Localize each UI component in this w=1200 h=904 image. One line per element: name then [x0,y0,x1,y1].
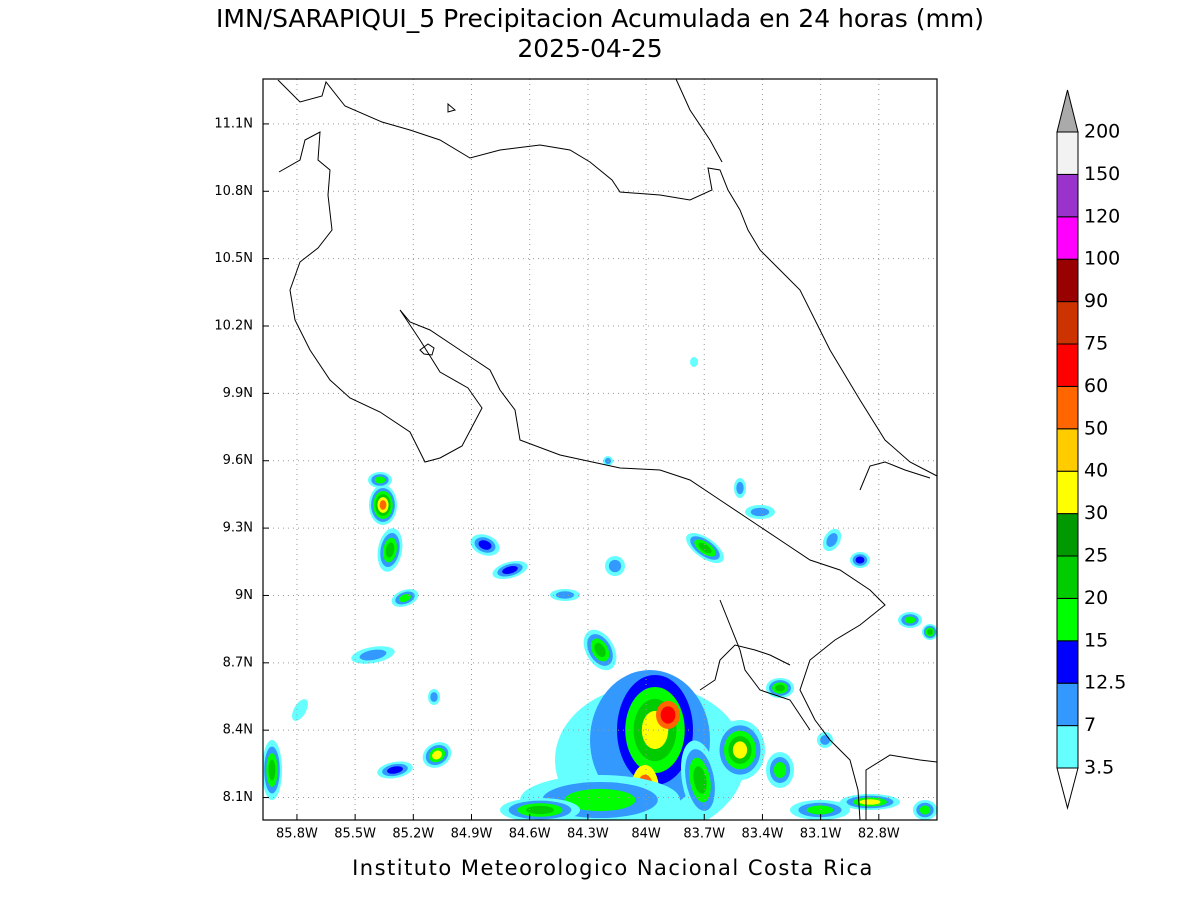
colorbar-box [1056,725,1079,769]
rain-area [690,357,698,367]
colorbar-box [1056,470,1079,515]
colorbar-box [1056,513,1079,557]
colorbar-box [1056,173,1079,218]
colorbar-label: 30 [1084,502,1108,524]
rain-area [820,735,830,745]
rain-area [385,542,395,558]
rain-area [268,759,276,781]
colorbar-box [1056,343,1079,387]
colorbar-box [1056,258,1079,303]
colorbar-box [1056,131,1079,175]
colorbar-label: 90 [1084,290,1108,312]
colorbar-label: 20 [1084,587,1108,609]
rain-area [826,533,838,547]
rain-area [660,706,676,724]
rain-area [750,507,770,517]
colorbar-under [1056,767,1079,810]
y-tick-label: 9.3N [223,521,253,536]
rain-area [430,692,438,702]
grid [263,79,937,820]
colorbar-label: 15 [1084,629,1108,651]
rain-area [555,591,575,599]
colorbar-over [1056,89,1079,133]
rain-area [502,565,518,575]
rain-area [927,629,933,635]
rain-area [693,766,707,794]
colorbar-box [1056,428,1079,472]
colorbar-box [1056,216,1079,260]
colorbar-label: 25 [1084,545,1108,567]
rain-area [379,500,387,510]
rain-area [732,741,748,759]
colorbar-label: 120 [1084,205,1120,227]
colorbar-label: 50 [1084,417,1108,439]
y-tick-label: 11.1N [214,116,253,131]
y-tick-label: 9.9N [223,386,253,401]
rain-area [608,559,622,573]
x-tick-label: 83.4W [742,827,784,842]
rain-area [432,750,442,760]
rain-area [359,649,387,661]
rain-area [806,805,834,815]
rain-area [387,766,403,774]
rain-area [904,616,916,624]
colorbar-label: 150 [1084,163,1120,185]
y-tick-label: 10.2N [214,319,253,334]
y-tick-label: 8.1N [223,790,253,805]
colorbar-label: 100 [1084,248,1120,270]
colorbar-box [1056,597,1079,642]
rain-area [374,476,386,484]
colorbar-label: 3.5 [1084,757,1114,779]
coastline [277,79,937,820]
colorbar-label: 75 [1084,333,1108,355]
colorbar-label: 200 [1084,121,1120,143]
y-tick-label: 9.6N [223,453,253,468]
colorbar-box [1056,385,1079,430]
colorbar: 3.5 7 12.5 15 20 25 30 40 50 60 75 90 100 120 150 200 [1056,89,1126,810]
rain-area [698,542,712,554]
axis-ticks: 85.8W 85.5W 85.2W 84.9W 84.6W 84.3W 84W 83.7W 83… [214,116,900,841]
x-tick-label: 84.3W [567,827,609,842]
x-tick-label: 85.8W [276,827,318,842]
x-tick-label: 83.1W [800,827,842,842]
colorbar-label: 60 [1084,375,1108,397]
x-tick-label: 83.7W [683,827,725,842]
footer: Instituto Meteorologico Nacional Costa R… [352,856,874,880]
precipitation-field [263,357,937,820]
rain-area [919,805,931,815]
rain-area [736,481,744,495]
colorbar-label: 40 [1084,460,1108,482]
y-tick-label: 8.7N [223,655,253,670]
x-tick-label: 84.6W [509,827,551,842]
x-tick-label: 85.5W [334,827,376,842]
rain-area [526,805,554,815]
y-tick-label: 10.8N [214,184,253,199]
x-tick-label: 84.9W [451,827,493,842]
subtitle: 2025-04-25 [517,34,662,63]
colorbar-box [1056,301,1079,345]
rain-area [855,556,865,564]
rain-area [564,788,636,812]
rain-area [399,594,411,602]
x-tick-label: 85.2W [392,827,434,842]
y-tick-label: 9N [235,588,253,603]
colorbar-box [1056,640,1079,684]
colorbar-box [1056,555,1079,599]
plot-frame [262,78,938,821]
colorbar-label: 12.5 [1084,672,1126,694]
x-tick-label: 84W [631,827,661,842]
rain-area [773,762,787,778]
y-tick-label: 8.4N [223,723,253,738]
rain-area [775,684,785,692]
colorbar-box [1056,682,1079,727]
title: IMN/SARAPIQUI_5 Precipitacion Acumulada … [216,4,984,33]
x-tick-label: 82.8W [858,827,900,842]
rain-area [478,540,492,550]
colorbar-label: 7 [1084,714,1096,736]
y-tick-label: 10.5N [214,251,253,266]
rain-area [859,799,881,805]
rain-area [594,642,606,658]
rain-area [292,699,308,721]
